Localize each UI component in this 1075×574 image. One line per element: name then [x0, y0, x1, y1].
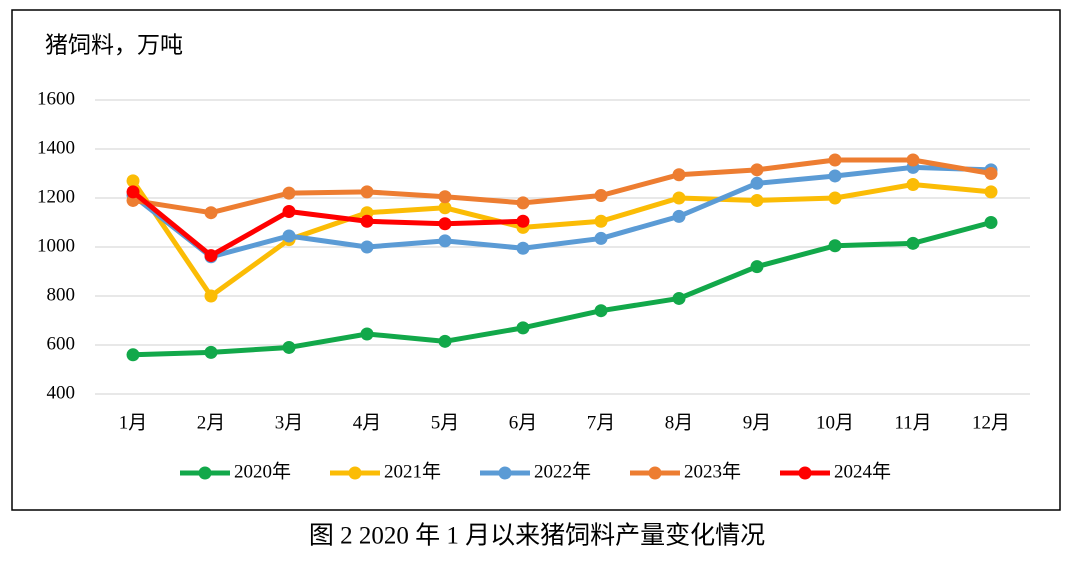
y-tick-label: 800 — [47, 284, 76, 305]
chart-border — [11, 9, 1061, 511]
point — [204, 345, 218, 359]
point — [672, 209, 686, 223]
series-line — [132, 157, 992, 216]
legend-label: 2021年 — [384, 460, 441, 482]
point — [828, 191, 842, 205]
series-line — [131, 164, 992, 260]
point — [750, 260, 764, 274]
legend-marker — [498, 466, 512, 480]
x-tick-label: 3月 — [275, 412, 304, 433]
point — [282, 229, 296, 243]
series-line — [132, 220, 992, 358]
point — [516, 241, 530, 255]
x-tick-label: 7月 — [587, 412, 616, 433]
point — [204, 206, 218, 220]
point — [204, 249, 218, 263]
legend-label: 2020年 — [234, 460, 291, 482]
point — [984, 167, 998, 180]
point — [126, 185, 140, 199]
x-tick-label: 4月 — [353, 412, 382, 433]
legend-marker — [798, 466, 812, 480]
point — [828, 153, 842, 167]
legend-label: 2022年 — [534, 460, 591, 482]
point — [828, 169, 842, 183]
legend-label: 2024年 — [834, 460, 891, 482]
point — [438, 217, 452, 231]
point — [360, 185, 374, 199]
point — [672, 168, 686, 182]
point — [906, 153, 920, 167]
point — [750, 163, 764, 177]
point — [438, 201, 452, 215]
point — [750, 176, 764, 190]
point — [126, 348, 140, 362]
point — [282, 186, 296, 200]
point — [594, 231, 608, 245]
point — [906, 236, 920, 250]
point — [672, 291, 686, 305]
point — [516, 196, 530, 210]
caption: 图 2 2020 年 1 月以来猪饲料产量变化情况 — [309, 522, 765, 550]
point — [594, 214, 608, 228]
y-tick-label: 400 — [47, 382, 76, 403]
point — [282, 204, 296, 218]
x-tick-label: 2月 — [197, 412, 226, 433]
point — [282, 340, 296, 354]
point — [672, 191, 686, 205]
x-tick-label: 10月 — [816, 412, 854, 433]
x-tick-label: 9月 — [743, 412, 772, 433]
y-tick-label: 1600 — [37, 88, 75, 109]
x-tick-label: 1月 — [119, 412, 148, 433]
y-tick-label: 1000 — [37, 235, 75, 256]
point — [360, 327, 374, 341]
series-line — [131, 189, 524, 259]
point — [828, 239, 842, 253]
x-tick-label: 6月 — [509, 412, 538, 433]
x-tick-label: 8月 — [665, 412, 694, 433]
point — [750, 193, 764, 207]
point — [438, 190, 452, 204]
point — [984, 185, 998, 199]
point — [516, 214, 530, 228]
y-tick-label: 1400 — [37, 137, 75, 158]
point — [360, 240, 374, 254]
point — [126, 174, 140, 188]
x-tick-label: 11月 — [894, 412, 931, 433]
point — [594, 304, 608, 318]
y-tick-label: 1200 — [37, 186, 75, 207]
point — [438, 234, 452, 248]
point — [516, 321, 530, 335]
point — [360, 214, 374, 228]
y-axis-label: 猪饲料，万吨 — [45, 32, 183, 57]
legend-marker — [198, 466, 212, 480]
series-line — [130, 179, 992, 299]
legend-label: 2023年 — [684, 460, 741, 482]
y-tick-label: 600 — [47, 333, 76, 354]
point — [984, 216, 998, 229]
point — [438, 334, 452, 348]
point — [594, 189, 608, 203]
legend-marker — [648, 466, 662, 480]
x-tick-label: 5月 — [431, 412, 460, 433]
point — [906, 178, 920, 192]
x-tick-label: 12月 — [972, 412, 1010, 433]
point — [204, 289, 218, 303]
legend-marker — [348, 466, 362, 480]
